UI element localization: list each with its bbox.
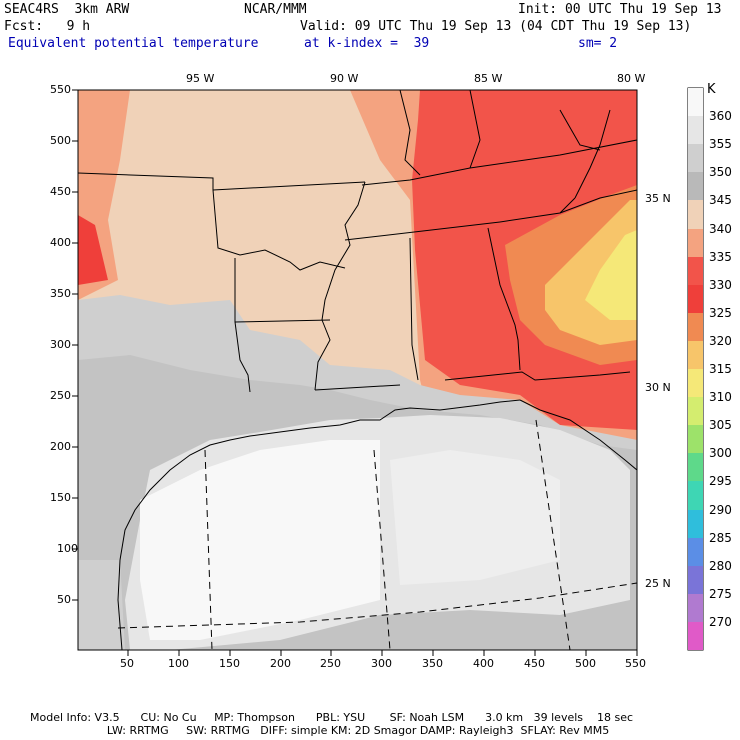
legend-level-label: 285 <box>709 530 732 545</box>
legend-level-label: 355 <box>709 137 732 152</box>
smoothing-label: sm= 2 <box>578 36 618 51</box>
legend-swatch <box>688 200 703 229</box>
lon-label-95w: 95 W <box>186 72 215 85</box>
init-time: Init: 00 UTC Thu 19 Sep 13 <box>518 2 722 17</box>
legend-swatch <box>688 144 703 173</box>
y-tick-label: 550 <box>50 83 71 96</box>
legend-swatch <box>688 88 703 117</box>
gulf-whitest-field <box>140 440 380 640</box>
axis-ticks <box>72 89 638 656</box>
experiment-title: SEAC4RS 3km ARW <box>4 2 130 17</box>
y-tick-label: 200 <box>50 440 71 453</box>
lon-label-90w: 90 W <box>330 72 359 85</box>
x-tick-label: 100 <box>168 657 189 670</box>
legend-level-label: 270 <box>709 614 732 629</box>
y-tick-label: 100 <box>57 542 78 555</box>
x-tick-label: 500 <box>575 657 596 670</box>
legend-level-label: 335 <box>709 249 732 264</box>
legend-level-label: 295 <box>709 474 732 489</box>
legend-level-label: 340 <box>709 221 732 236</box>
lon-label-80w: 80 W <box>617 72 646 85</box>
valid-time: Valid: 09 UTC Thu 19 Sep 13 (04 CDT Thu … <box>300 19 692 34</box>
legend-level-label: 320 <box>709 333 732 348</box>
x-tick-label: 350 <box>422 657 443 670</box>
center-label: NCAR/MMM <box>244 2 307 17</box>
legend-swatch <box>688 509 703 539</box>
legend-swatch <box>688 593 703 623</box>
legend-level-label: 330 <box>709 277 732 292</box>
graticule-lines <box>117 419 637 650</box>
lat-label-35n: 35 N <box>645 192 671 205</box>
y-tick-label: 350 <box>50 287 71 300</box>
legend-swatch <box>688 425 703 454</box>
legend-level-label: 300 <box>709 446 732 461</box>
x-tick-label: 400 <box>473 657 494 670</box>
legend-swatch <box>688 565 703 595</box>
legend-swatch <box>688 256 703 286</box>
legend-swatch <box>688 481 703 510</box>
legend-level-label: 325 <box>709 305 732 320</box>
lat-label-30n: 30 N <box>645 381 671 394</box>
legend-level-label: 290 <box>709 502 732 517</box>
legend-swatch <box>688 284 703 314</box>
legend-swatch <box>688 397 703 426</box>
y-tick-label: 250 <box>50 389 71 402</box>
legend-swatch <box>688 453 703 482</box>
mexico-gray-field <box>78 560 125 650</box>
legend-level-label: 280 <box>709 558 732 573</box>
legend-level-label: 345 <box>709 193 732 208</box>
y-tick-label: 400 <box>50 236 71 249</box>
x-tick-label: 450 <box>524 657 545 670</box>
level-label: at k-index = 39 <box>304 36 430 51</box>
legend-level-label: 360 <box>709 109 732 124</box>
legend-swatch <box>688 172 703 201</box>
x-tick-label: 50 <box>120 657 134 670</box>
legend-swatch <box>688 369 703 398</box>
forecast-hour: Fcst: 9 h <box>4 19 91 34</box>
legend-level-label: 315 <box>709 362 732 376</box>
x-tick-label: 550 <box>625 657 646 670</box>
legend-swatch <box>688 312 703 342</box>
y-tick-label: 450 <box>50 185 71 198</box>
y-tick-label: 300 <box>50 338 71 351</box>
lon-label-85w: 85 W <box>474 72 503 85</box>
legend-unit: K <box>707 82 716 97</box>
legend-level-label: 305 <box>709 418 732 433</box>
lat-label-25n: 25 N <box>645 577 671 590</box>
model-info-line-1: Model Info: V3.5 CU: No Cu MP: Thompson … <box>30 711 634 724</box>
x-tick-label: 300 <box>371 657 392 670</box>
legend-swatch <box>688 116 703 145</box>
x-tick-label: 150 <box>219 657 240 670</box>
plot-frame <box>77 89 638 651</box>
field-name: Equivalent potential temperature <box>8 36 259 51</box>
hot-west-edge <box>78 215 108 285</box>
legend-level-label: 275 <box>709 586 732 601</box>
model-info-line-2: LW: RRTMG SW: RRTMG DIFF: simple KM: 2D … <box>30 724 610 737</box>
yellow-region <box>585 230 637 320</box>
legend-level-label: 310 <box>709 390 732 405</box>
y-tick-label: 150 <box>50 491 71 504</box>
gulf-east-field <box>390 450 560 585</box>
legend-swatch <box>688 340 703 370</box>
legend-swatch <box>688 228 703 258</box>
x-tick-label: 250 <box>320 657 341 670</box>
x-tick-label: 200 <box>270 657 291 670</box>
legend-level-label: 350 <box>709 165 732 180</box>
legend-swatch <box>688 537 703 567</box>
legend-swatch <box>688 621 703 651</box>
y-tick-label: 500 <box>50 134 71 147</box>
boundary-lines <box>78 90 637 650</box>
y-tick-label: 50 <box>57 593 71 606</box>
